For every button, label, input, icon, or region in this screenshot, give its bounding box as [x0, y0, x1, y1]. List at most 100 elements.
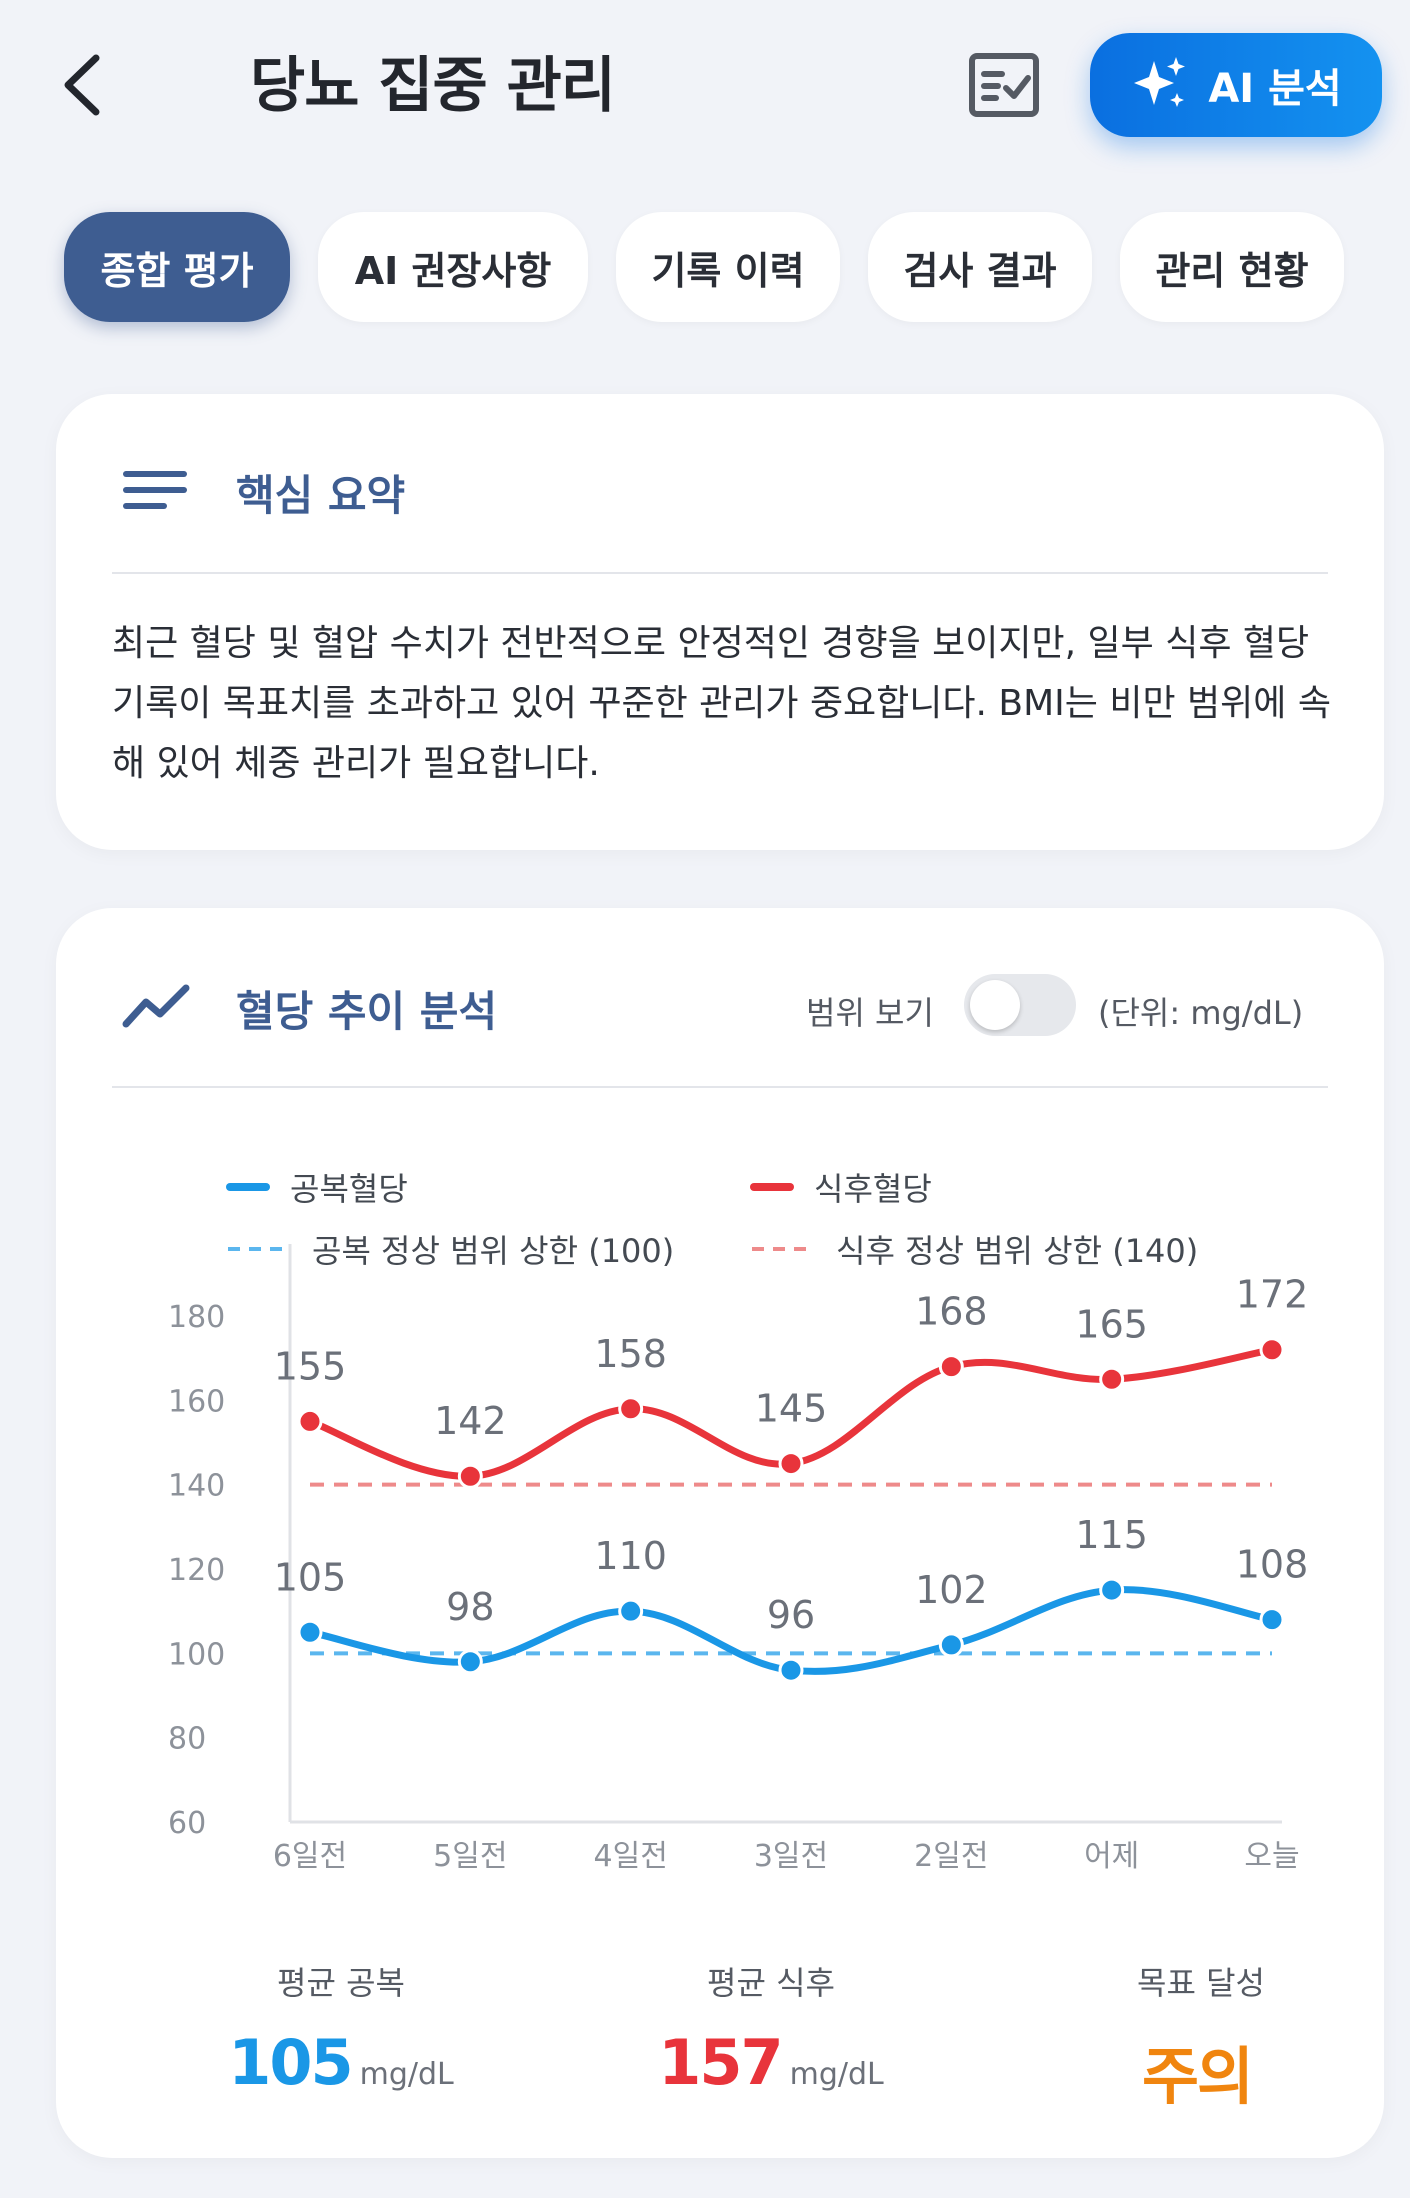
tab-record-history[interactable]: 기록 이력	[616, 212, 840, 322]
page-title: 당뇨 집중 관리	[250, 51, 616, 121]
y-tick-label: 80	[168, 1722, 206, 1757]
data-point	[1099, 1366, 1125, 1392]
data-point	[1259, 1607, 1285, 1633]
y-tick-label: 180	[168, 1300, 225, 1335]
x-tick-label: 4일전	[594, 1839, 668, 1874]
unit-label: (단위: mg/dL)	[1098, 994, 1304, 1032]
stat-label: 평균 식후	[707, 1964, 835, 2002]
stat-value: 157 mg/dL	[636, 2026, 906, 2099]
x-tick-label: 어제	[1084, 1839, 1139, 1874]
checklist-button[interactable]	[968, 52, 1040, 118]
stat-unit: mg/dL	[789, 2057, 884, 2092]
data-label: 108	[1236, 1543, 1309, 1587]
legend-swatch-solid-red	[750, 1183, 794, 1191]
data-point	[457, 1463, 483, 1489]
legend-label: 공복혈당	[290, 1170, 408, 1208]
data-point	[297, 1619, 323, 1645]
menu-lines-icon	[123, 471, 187, 509]
tab-label: 종합 평가	[100, 248, 254, 293]
y-tick-label: 100	[168, 1637, 225, 1672]
tab-label: 기록 이력	[651, 248, 805, 293]
data-label: 168	[915, 1290, 988, 1334]
glucose-line-chart: 60 80 100 120 140 160 180 6일전 5일전 4일전 3일전 2일전 어제 오늘 10…	[168, 1244, 1309, 1874]
stat-number: 주의	[1141, 2040, 1254, 2113]
stat-label: 목표 달성	[1137, 1964, 1265, 2002]
data-point	[618, 1598, 644, 1624]
stat-goal-achievement: 목표 달성 주의	[1066, 1958, 1336, 2116]
tab-label: 검사 결과	[903, 248, 1057, 293]
app-header: 당뇨 집중 관리 AI 분석	[0, 0, 1410, 175]
data-label: 102	[915, 1568, 988, 1612]
ai-analysis-button[interactable]: AI 분석	[1090, 33, 1382, 137]
data-label: 115	[1075, 1513, 1148, 1557]
y-tick-label: 140	[168, 1469, 225, 1504]
summary-text: 최근 혈당 및 혈압 수치가 전반적으로 안정적인 경향을 보이지만, 일부 식…	[112, 623, 1331, 784]
data-point	[778, 1657, 804, 1683]
data-label: 105	[274, 1555, 347, 1599]
tab-management-status[interactable]: 관리 현황	[1120, 212, 1344, 322]
tab-label: AI 권장사항	[354, 248, 552, 293]
legend-swatch-dashed-red	[752, 1247, 808, 1251]
tab-test-results[interactable]: 검사 결과	[868, 212, 1092, 322]
stat-value: 105 mg/dL	[206, 2026, 476, 2099]
data-point	[457, 1649, 483, 1675]
toggle-knob	[970, 980, 1020, 1030]
stat-number: 157	[658, 2026, 783, 2099]
legend-fasting-limit: 공복 정상 범위 상한 (100)	[226, 1226, 674, 1272]
chevron-left-icon	[64, 54, 100, 116]
range-toggle[interactable]	[964, 974, 1076, 1036]
data-label: 155	[274, 1344, 347, 1388]
legend-fasting: 공복혈당	[226, 1164, 408, 1210]
y-tick-label: 60	[168, 1806, 206, 1841]
x-tick-label: 2일전	[914, 1839, 988, 1874]
x-tick-label: 3일전	[754, 1839, 828, 1874]
data-point	[778, 1451, 804, 1477]
y-tick-label: 160	[168, 1384, 225, 1419]
stat-unit: mg/dL	[359, 2057, 454, 2092]
tab-bar: 종합 평가 AI 권장사항 기록 이력 검사 결과 관리 현황	[64, 212, 1344, 322]
back-button[interactable]	[52, 50, 122, 120]
legend-label: 식후 정상 범위 상한 (140)	[836, 1232, 1199, 1270]
stat-number: 105	[228, 2026, 353, 2099]
data-label: 98	[446, 1585, 494, 1629]
data-label: 158	[594, 1332, 667, 1376]
data-point	[618, 1396, 644, 1422]
summary-card: 핵심 요약 최근 혈당 및 혈압 수치가 전반적으로 안정적인 경향을 보이지만…	[56, 394, 1384, 850]
divider	[112, 1086, 1328, 1088]
data-label: 145	[755, 1387, 828, 1431]
data-point	[938, 1632, 964, 1658]
stat-avg-postprandial: 평균 식후 157 mg/dL	[636, 1958, 906, 2099]
data-point	[1259, 1337, 1285, 1363]
tab-ai-recommendations[interactable]: AI 권장사항	[318, 212, 588, 322]
data-label: 172	[1236, 1273, 1309, 1317]
trend-title: 혈당 추이 분석	[236, 987, 498, 1036]
data-label: 142	[434, 1399, 507, 1443]
data-point	[1099, 1577, 1125, 1603]
data-label: 165	[1075, 1302, 1148, 1346]
trend-line-icon	[122, 984, 190, 1028]
data-point	[297, 1408, 323, 1434]
data-label: 96	[767, 1593, 815, 1637]
divider	[112, 572, 1328, 574]
x-tick-label: 5일전	[433, 1839, 507, 1874]
legend-label: 식후혈당	[814, 1170, 932, 1208]
legend-postprandial: 식후혈당	[750, 1164, 932, 1210]
x-tick-label: 6일전	[273, 1839, 347, 1874]
data-point	[938, 1354, 964, 1380]
legend-swatch-dashed-blue	[228, 1247, 284, 1251]
checklist-icon	[969, 53, 1039, 117]
legend-swatch-solid-blue	[226, 1183, 270, 1191]
summary-title: 핵심 요약	[236, 471, 406, 520]
stat-label: 평균 공복	[277, 1964, 405, 2002]
tab-overall-assessment[interactable]: 종합 평가	[64, 212, 290, 322]
legend-postprandial-limit: 식후 정상 범위 상한 (140)	[750, 1226, 1198, 1272]
glucose-trend-card: 혈당 추이 분석 범위 보기 (단위: mg/dL) 공복혈당 식후혈당 공복 …	[56, 908, 1384, 2158]
legend-label: 공복 정상 범위 상한 (100)	[312, 1232, 675, 1270]
tab-label: 관리 현황	[1155, 248, 1309, 293]
sparkle-icon	[1134, 57, 1186, 107]
range-toggle-label: 범위 보기	[806, 994, 934, 1032]
data-label: 110	[594, 1534, 667, 1578]
x-tick-label: 오늘	[1244, 1839, 1299, 1874]
stat-avg-fasting: 평균 공복 105 mg/dL	[206, 1958, 476, 2099]
ai-analysis-label: AI 분석	[1208, 66, 1342, 112]
